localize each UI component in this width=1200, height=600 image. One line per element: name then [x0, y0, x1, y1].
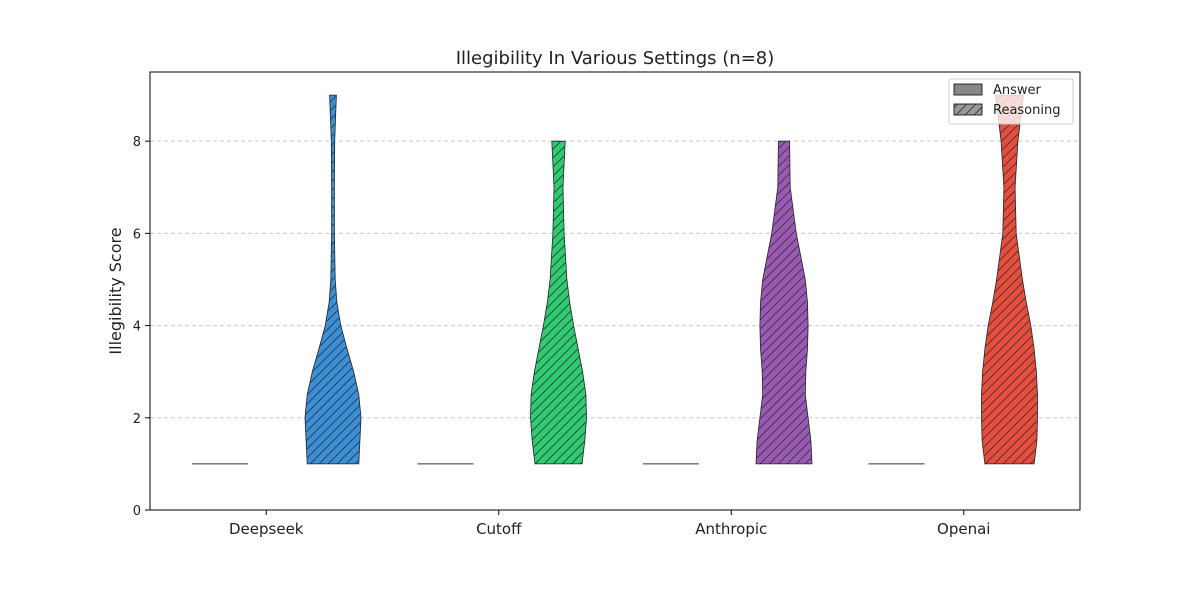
y-axis-ticks: 0 2 4 6 8 — [133, 135, 150, 519]
legend-swatch-answer — [953, 83, 983, 96]
x-tick-label: Openai — [937, 520, 990, 538]
grid-lines — [150, 140, 1080, 419]
violin-reasoning-hatch — [756, 141, 812, 464]
x-axis-ticks: Deepseek Cutoff Anthropic Openai — [229, 510, 990, 538]
legend-label-reasoning: Reasoning — [993, 103, 1060, 118]
x-tick-label: Deepseek — [229, 520, 304, 538]
chart-title: Illegibility In Various Settings (n=8) — [456, 48, 775, 69]
y-axis-label: Illegibility Score — [106, 227, 125, 354]
x-tick-label: Cutoff — [476, 520, 522, 538]
legend-swatch-reasoning-hatch — [954, 104, 982, 115]
plot-frame — [149, 71, 1081, 511]
violin-reasoning-hatch — [981, 95, 1038, 464]
legend: Answer Reasoning — [948, 78, 1074, 125]
y-tick-label: 4 — [133, 320, 141, 335]
violin-reasoning-hatch — [530, 141, 587, 464]
y-tick-label: 0 — [133, 504, 141, 519]
y-tick-label: 6 — [133, 227, 141, 242]
violins — [192, 94, 1038, 465]
violin-reasoning-hatch — [305, 95, 361, 464]
x-tick-label: Anthropic — [695, 520, 767, 538]
y-tick-label: 2 — [133, 412, 141, 427]
legend-label-answer: Answer — [993, 83, 1042, 98]
y-tick-label: 8 — [133, 135, 141, 150]
